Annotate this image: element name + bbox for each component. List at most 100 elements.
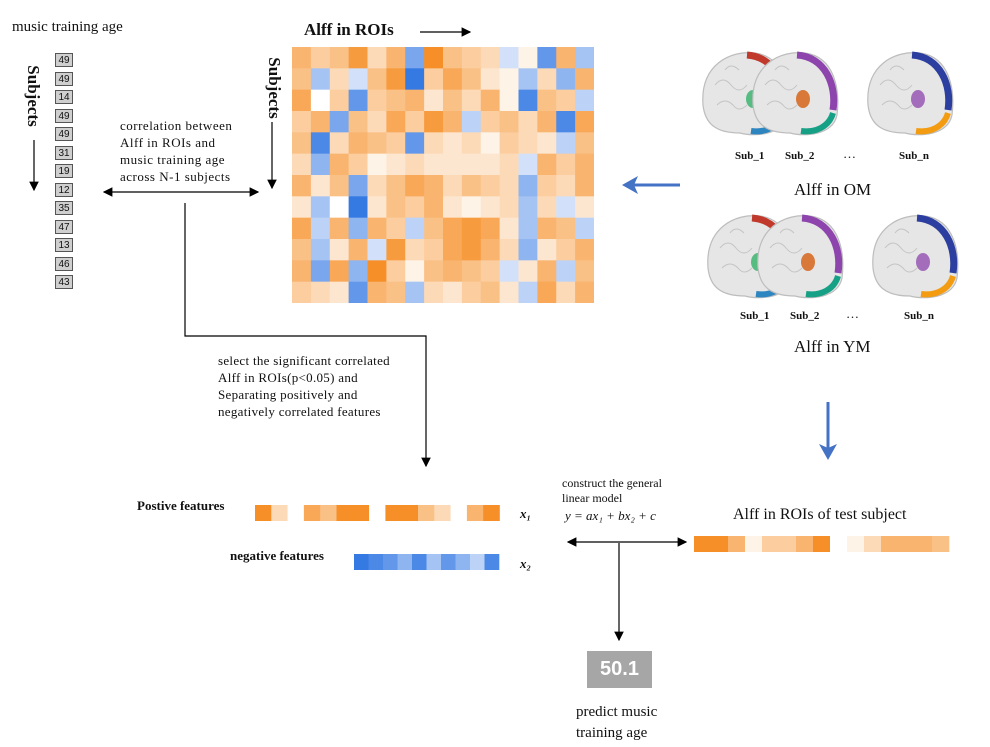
predict-caption: predict music training age	[576, 704, 658, 741]
x1-label: x₁	[520, 506, 532, 521]
heatmap-cell	[461, 196, 482, 219]
heatmap-cell	[537, 47, 557, 69]
feature-cell	[898, 536, 916, 552]
heatmap-cell	[556, 281, 576, 303]
heatmap-cell	[310, 132, 331, 155]
heatmap-cell	[310, 68, 331, 91]
music-training-age-label: music training age	[12, 19, 123, 35]
heatmap-cell	[405, 217, 425, 240]
heatmap-cell	[310, 239, 331, 261]
heatmap-cell	[556, 239, 576, 261]
training-age-cell: 31	[55, 145, 73, 160]
heatmap-cell	[461, 111, 482, 133]
heatmap-cell	[537, 196, 557, 219]
heatmap-cell	[480, 111, 501, 133]
feature-cell	[255, 505, 272, 521]
feature-cell	[434, 505, 451, 521]
heatmap-cell	[575, 153, 594, 176]
alff-ym-label: Alff in YM	[794, 337, 871, 356]
feature-cell	[711, 536, 729, 552]
heatmap-cell	[292, 175, 312, 197]
ym-sub-n-label: Sub_n	[904, 310, 934, 322]
ym-sub-2-label: Sub_2	[790, 310, 820, 322]
om-sub-n-label: Sub_n	[899, 150, 929, 162]
heatmap-cell	[424, 217, 444, 240]
brain-slice-image	[752, 51, 839, 136]
heatmap-cell	[443, 89, 463, 112]
heatmap-cell	[461, 281, 482, 303]
heatmap-cell	[424, 111, 444, 133]
feature-cell	[320, 505, 337, 521]
heatmap-cell	[424, 47, 444, 69]
heatmap-cell	[348, 260, 368, 283]
heatmap-cell	[518, 111, 538, 133]
heatmap-cell	[292, 260, 312, 283]
heatmap-cell	[461, 175, 482, 197]
feature-cell	[864, 536, 882, 552]
heatmap-cell	[348, 89, 368, 112]
heatmap-cell	[461, 47, 482, 69]
heatmap-cell	[443, 153, 463, 176]
feature-cell	[881, 536, 899, 552]
heatmap-cell	[443, 196, 463, 219]
heatmap-cell	[537, 175, 557, 197]
heatmap-cell	[461, 260, 482, 283]
ym-ellipsis: …	[846, 306, 859, 321]
training-age-cell: 13	[55, 238, 73, 252]
heatmap-cell	[292, 196, 312, 219]
heatmap-cell	[367, 281, 387, 303]
heatmap-cell	[386, 68, 406, 91]
feature-cell	[303, 505, 321, 521]
heatmap-cell	[386, 111, 406, 133]
feature-cell	[915, 536, 933, 552]
heatmap-cell	[424, 260, 444, 283]
heatmap-cell	[405, 132, 425, 155]
feature-cell	[287, 505, 305, 521]
heatmap-cell	[405, 47, 425, 69]
feature-cell	[762, 536, 780, 552]
positive-features-label: Postive features	[137, 498, 225, 513]
heatmap-cell	[405, 175, 425, 197]
heatmap-cell	[348, 153, 368, 176]
heatmap-cell	[556, 153, 576, 176]
feature-cell	[470, 554, 485, 570]
heatmap-cell	[575, 47, 594, 69]
heatmap-cell	[443, 132, 463, 155]
heatmap-cell	[518, 132, 538, 155]
heatmap-cell	[461, 89, 482, 112]
feature-cell	[796, 536, 814, 552]
heatmap-cell	[461, 132, 482, 155]
heatmap-cell	[575, 196, 594, 219]
heatmap-cell	[556, 196, 576, 219]
heatmap-cell	[329, 175, 350, 197]
om-sub-2-label: Sub_2	[785, 150, 815, 162]
heatmap-cell	[518, 47, 538, 69]
heatmap-cell	[329, 196, 350, 219]
heatmap-cell	[575, 281, 594, 303]
heatmap-cell	[292, 281, 312, 303]
training-age-cell: 35	[55, 201, 73, 215]
heatmap-cell	[575, 111, 594, 133]
heatmap-cell	[556, 132, 576, 155]
feature-cell	[271, 505, 288, 521]
heatmap-cell	[518, 153, 538, 176]
heatmap-cell	[348, 217, 368, 240]
heatmap-cell	[537, 111, 557, 133]
feature-cell	[336, 505, 354, 521]
heatmap-cell	[575, 132, 594, 155]
heatmap-cell	[480, 68, 501, 91]
heatmap-cell	[310, 153, 331, 176]
heatmap-cell	[518, 68, 538, 91]
heatmap-cell	[329, 281, 350, 303]
om-ellipsis: …	[843, 146, 856, 161]
feature-cell	[932, 536, 950, 552]
heatmap-cell	[461, 68, 482, 91]
feature-cell	[354, 554, 369, 570]
heatmap-cell	[367, 111, 387, 133]
heatmap-cell	[310, 47, 331, 69]
heatmap-cell	[480, 217, 501, 240]
heatmap-cell	[480, 132, 501, 155]
heatmap-cell	[424, 153, 444, 176]
heatmap-cell	[405, 281, 425, 303]
